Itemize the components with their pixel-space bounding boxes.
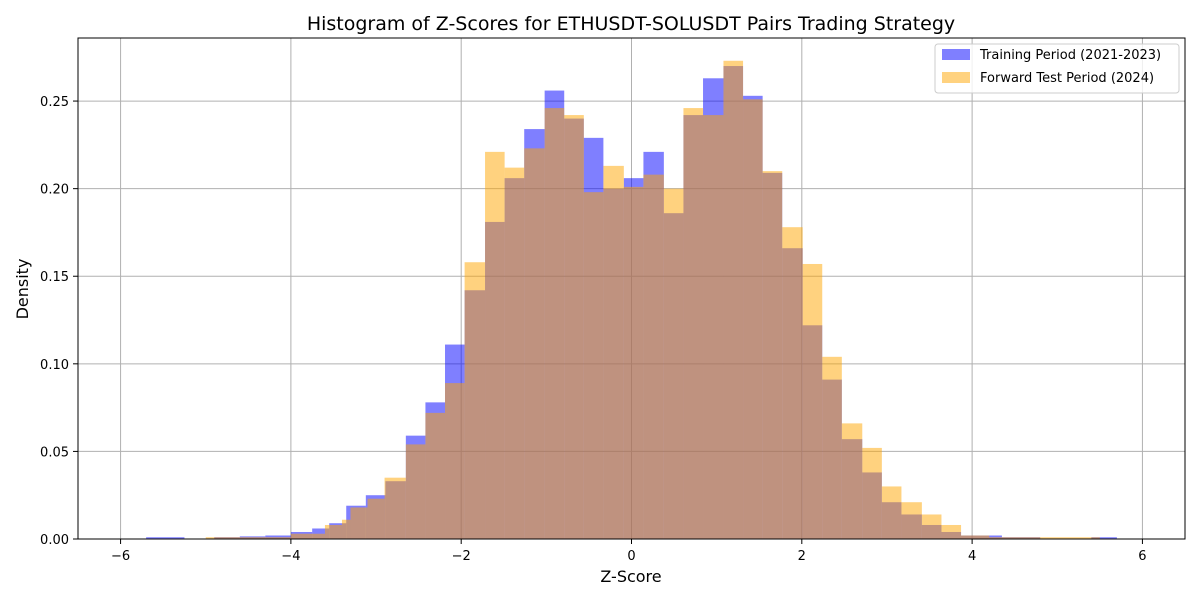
forward-test-bar (941, 524, 962, 539)
forward-test-series-bars (205, 60, 1100, 540)
legend-swatch-training (942, 49, 970, 60)
training-bar (146, 537, 185, 539)
forward-test-bar (384, 477, 406, 539)
forward-test-bar (485, 151, 505, 539)
forward-test-bar (643, 174, 664, 540)
forward-test-bar (524, 148, 545, 539)
x-tick-label: −6 (111, 549, 130, 564)
x-tick-label: 2 (798, 549, 806, 564)
forward-test-bar (921, 514, 942, 539)
forward-test-bar (901, 502, 922, 539)
legend-label-forward-test: Forward Test Period (2024) (980, 71, 1154, 86)
x-axis-label: Z-Score (600, 567, 661, 586)
forward-test-bar (564, 115, 584, 540)
y-tick-label: 0.15 (40, 270, 69, 285)
forward-test-bar (445, 383, 465, 539)
forward-test-bar (367, 498, 385, 539)
forward-test-bar (841, 423, 863, 539)
forward-test-bar (425, 412, 446, 539)
x-tick-label: −2 (452, 549, 471, 564)
forward-test-bar (723, 60, 744, 539)
y-tick-label: 0.20 (40, 183, 69, 198)
forward-test-bar (762, 171, 783, 539)
forward-test-bar (603, 165, 624, 539)
legend-box (934, 43, 1180, 94)
chart-title: Histogram of Z-Scores for ETHUSDT-SOLUSD… (307, 13, 955, 35)
forward-test-bar (862, 447, 882, 539)
y-tick-label: 0.25 (40, 95, 69, 110)
histogram-bars (146, 60, 1117, 540)
forward-test-bar (961, 535, 990, 539)
forward-test-bar (405, 444, 426, 539)
forward-test-bar (663, 188, 684, 540)
x-tick-label: 0 (627, 549, 635, 564)
forward-test-bar (683, 108, 704, 539)
forward-test-bar (290, 533, 325, 539)
x-tick-label: 4 (968, 549, 976, 564)
forward-test-bar (324, 524, 342, 539)
legend: Training Period (2021-2023) Forward Test… (934, 43, 1180, 94)
forward-test-bar (989, 537, 1100, 539)
training-bar (1091, 537, 1117, 539)
forward-test-bar (544, 108, 565, 539)
legend-label-training: Training Period (2021-2023) (979, 48, 1161, 63)
forward-test-bar (464, 262, 486, 539)
y-tick-label: 0.05 (40, 445, 69, 460)
forward-test-bar (623, 186, 644, 539)
forward-test-bar (341, 519, 351, 539)
forward-test-bar (205, 537, 291, 539)
forward-test-bar (703, 115, 724, 540)
forward-test-bar (583, 192, 604, 539)
forward-test-bar (504, 167, 525, 539)
axis-ticks: −6 −4 −2 0 2 4 6 0.00 0.05 0.10 0.15 0.20 0.25 (40, 95, 1147, 564)
forward-test-bar (822, 356, 842, 539)
forward-test-bar (350, 507, 368, 539)
forward-test-bar (743, 99, 763, 539)
legend-swatch-forward-test (942, 72, 970, 83)
y-tick-label: 0.10 (40, 358, 69, 373)
forward-test-bar (881, 486, 902, 539)
x-tick-label: −4 (281, 549, 300, 564)
y-tick-label: 0.00 (40, 533, 69, 548)
forward-test-bar (802, 263, 823, 539)
x-tick-label: 6 (1138, 549, 1146, 564)
y-axis-label: Density (13, 259, 32, 320)
forward-test-bar (782, 227, 803, 539)
